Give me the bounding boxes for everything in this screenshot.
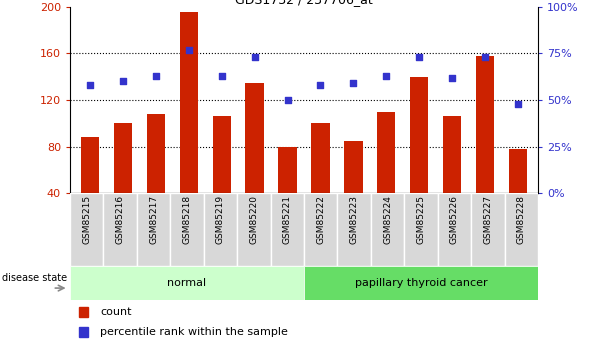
Bar xyxy=(70,193,103,266)
Point xyxy=(184,47,193,52)
Text: GSM85221: GSM85221 xyxy=(283,195,292,244)
Text: GSM85215: GSM85215 xyxy=(82,195,91,245)
Point xyxy=(447,75,457,80)
Point xyxy=(513,101,523,107)
Point xyxy=(480,55,490,60)
Bar xyxy=(179,11,198,193)
Text: GSM85216: GSM85216 xyxy=(116,195,125,245)
Bar xyxy=(311,124,330,193)
Bar xyxy=(213,116,230,193)
Bar xyxy=(114,124,132,193)
Bar xyxy=(337,193,371,266)
Point xyxy=(348,80,358,86)
Point xyxy=(151,73,161,79)
Text: papillary thyroid cancer: papillary thyroid cancer xyxy=(354,278,488,288)
Point xyxy=(250,55,260,60)
Text: GSM85220: GSM85220 xyxy=(249,195,258,244)
Point xyxy=(382,73,392,79)
Bar xyxy=(81,137,98,193)
Bar xyxy=(304,266,538,300)
Bar xyxy=(471,193,505,266)
Bar xyxy=(103,193,137,266)
Text: count: count xyxy=(100,307,132,317)
Text: GSM85226: GSM85226 xyxy=(450,195,459,244)
Text: GSM85222: GSM85222 xyxy=(316,195,325,244)
Text: GSM85223: GSM85223 xyxy=(350,195,359,244)
Text: percentile rank within the sample: percentile rank within the sample xyxy=(100,327,288,337)
Point xyxy=(316,82,325,88)
Bar xyxy=(404,193,438,266)
Bar xyxy=(271,193,304,266)
Bar xyxy=(378,112,395,193)
Point xyxy=(118,79,128,84)
Bar xyxy=(278,147,297,193)
Bar xyxy=(204,193,237,266)
Bar xyxy=(79,327,88,337)
Bar xyxy=(304,193,337,266)
Bar xyxy=(237,193,271,266)
Bar xyxy=(410,77,429,193)
Bar xyxy=(505,193,538,266)
Text: GSM85225: GSM85225 xyxy=(416,195,426,244)
Bar xyxy=(438,193,471,266)
Bar xyxy=(70,266,304,300)
Text: GSM85219: GSM85219 xyxy=(216,195,225,245)
Bar xyxy=(371,193,404,266)
Bar xyxy=(246,82,264,193)
Bar xyxy=(344,141,362,193)
Point xyxy=(283,97,292,103)
Text: GSM85218: GSM85218 xyxy=(182,195,192,245)
Text: GSM85224: GSM85224 xyxy=(383,195,392,244)
Bar xyxy=(147,114,165,193)
Bar xyxy=(170,193,204,266)
Text: GSM85217: GSM85217 xyxy=(149,195,158,245)
Bar xyxy=(137,193,170,266)
Title: GDS1732 / 237706_at: GDS1732 / 237706_at xyxy=(235,0,373,6)
Text: GSM85227: GSM85227 xyxy=(483,195,492,244)
Text: normal: normal xyxy=(167,278,207,288)
Bar xyxy=(510,149,527,193)
Text: GSM85228: GSM85228 xyxy=(517,195,526,244)
Bar xyxy=(443,116,461,193)
Point xyxy=(415,55,424,60)
Point xyxy=(216,73,226,79)
Bar xyxy=(476,56,494,193)
Bar xyxy=(79,307,88,317)
Text: disease state: disease state xyxy=(2,273,67,283)
Point xyxy=(85,82,95,88)
